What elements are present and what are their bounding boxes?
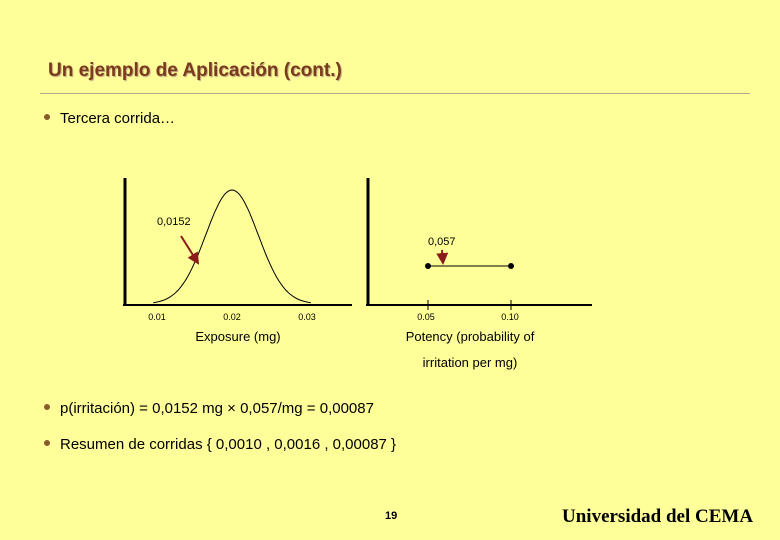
potency-tick-label: 0.10 — [501, 312, 519, 322]
potency-range-start-point — [425, 263, 431, 269]
title-divider — [40, 93, 750, 94]
potency-annotation-label: 0,057 — [428, 236, 456, 248]
bullet-text: p(irritación) = 0,0152 mg × 0,057/mg = 0… — [60, 400, 374, 417]
potency-chart: 0,057 0.05 0.10 Potency (probability of … — [366, 178, 592, 370]
exposure-tick-label: 0.03 — [298, 312, 316, 322]
exposure-arrow — [180, 235, 200, 265]
bullet-dot-icon — [44, 440, 50, 447]
exposure-x-label: Exposure (mg) — [195, 329, 280, 344]
exposure-curve — [153, 189, 311, 304]
bullet-1: Tercera corrida… — [44, 110, 175, 127]
slide-title: Un ejemplo de Aplicación (cont.) — [48, 60, 342, 81]
exposure-tick-label: 0.01 — [148, 312, 166, 322]
potency-tick-label: 0.05 — [417, 312, 435, 322]
potency-arrow — [436, 249, 449, 265]
organization-name: Universidad del CEMA — [562, 506, 754, 527]
bullet-dot-icon — [44, 114, 50, 121]
bullet-text: Tercera corrida… — [60, 110, 176, 127]
bullet-3: Resumen de corridas { 0,0010 , 0,0016 , … — [44, 436, 396, 453]
exposure-annotation-label: 0,0152 — [157, 216, 191, 228]
bullet-dot-icon — [44, 404, 50, 411]
bullet-2: p(irritación) = 0,0152 mg × 0,057/mg = 0… — [44, 400, 374, 417]
page-number: 19 — [385, 510, 398, 522]
exposure-tick-label: 0.02 — [223, 312, 241, 322]
potency-x-label-line2: irritation per mg) — [423, 355, 518, 370]
exposure-chart: 0,0152 0.01 0.02 0.03 Exposure (mg) — [123, 178, 352, 344]
bullet-text: Resumen de corridas { 0,0010 , 0,0016 , … — [60, 436, 397, 453]
potency-x-label-line1: Potency (probability of — [406, 329, 535, 344]
potency-range-end-point — [508, 263, 514, 269]
